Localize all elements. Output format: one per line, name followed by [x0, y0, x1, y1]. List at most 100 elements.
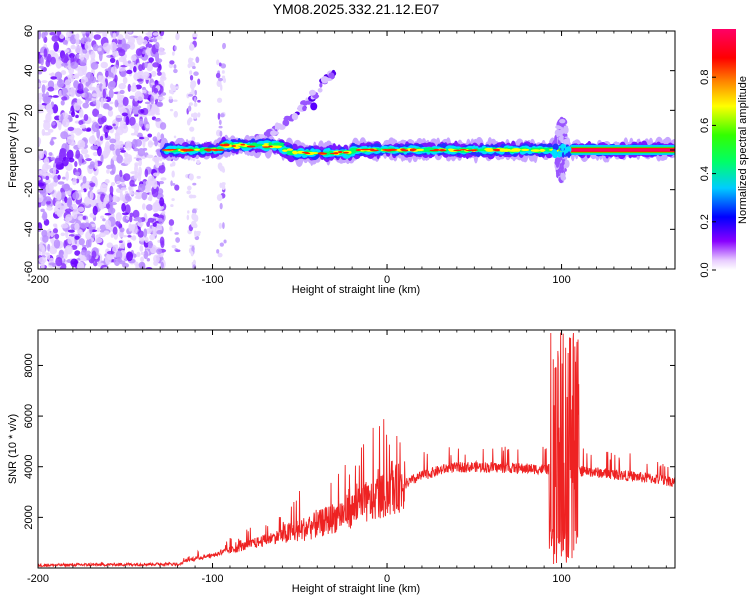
- spectrogram-noise-blob: [69, 86, 76, 98]
- spectrogram-band-blob: [183, 149, 188, 152]
- spectrogram-noise-blob: [94, 199, 100, 204]
- chart-title: YM08.2025.332.21.12.E07: [273, 1, 440, 17]
- spectrogram-noise-blob: [62, 118, 70, 128]
- spectrogram-noise-blob: [79, 222, 88, 229]
- spectrogram-noise-blob: [123, 43, 131, 50]
- spectrogram-noise-blob: [146, 221, 151, 227]
- spectrogram-noise-blob: [43, 48, 48, 58]
- spectrogram-noise-blob: [138, 159, 143, 167]
- spectrogram-noise-blob: [122, 76, 128, 85]
- spectrogram-noise-blob: [124, 193, 131, 201]
- spectrogram-noise-blob: [154, 41, 160, 50]
- spectrogram-noise-blob: [125, 140, 132, 151]
- spectrogram-noise-blob: [154, 118, 161, 122]
- spectrogram-sparse-blob: [216, 79, 222, 88]
- spectrogram-band-blob: [448, 148, 455, 152]
- spectrogram-noise-blob: [93, 140, 98, 146]
- spectrogram-noise-blob: [143, 250, 149, 260]
- spectrogram-noise-blob: [53, 239, 61, 249]
- spectrogram-noise-blob: [46, 206, 53, 211]
- spectrogram-noise-blob: [129, 179, 135, 187]
- spectrogram-noise-blob: [89, 197, 97, 208]
- spectrogram-noise-blob: [85, 239, 90, 249]
- spectrogram-noise-blob: [102, 103, 109, 109]
- spectrogram-sparse-blob: [187, 63, 191, 69]
- spectrogram-noise-blob: [115, 250, 123, 261]
- spectrogram-noise-blob: [98, 75, 106, 83]
- spectrogram-noise-blob: [131, 235, 137, 241]
- spectrogram-noise-blob: [46, 252, 51, 260]
- spectrogram-sparse-blob: [197, 78, 201, 85]
- spectrogram-noise-blob: [58, 250, 64, 260]
- spectrogram-noise-blob: [136, 35, 144, 46]
- snr-ytick-label: 4000: [23, 454, 35, 478]
- spectrogram-noise-blob: [106, 164, 114, 170]
- spectrogram-noise-blob: [114, 74, 118, 83]
- spectrogram-noise-blob: [127, 192, 135, 195]
- spectrogram-noise-blob: [102, 31, 108, 38]
- spectrogram-sparse-blob: [187, 93, 194, 97]
- spectrogram-noise-blob: [151, 188, 159, 198]
- spectrogram-noise-blob: [104, 131, 109, 139]
- spectrogram-noise-blob: [138, 136, 145, 140]
- spectrogram-noise-blob: [49, 182, 54, 192]
- spectrogram-sparse-blob: [217, 77, 224, 82]
- spectrogram-noise-blob: [109, 138, 117, 144]
- spectrogram-noise-blob: [97, 113, 103, 118]
- spectrogram-noise-blob: [92, 108, 100, 117]
- spectrogram-noise-blob: [112, 51, 120, 58]
- spectrogram-noise-blob: [40, 56, 44, 66]
- spectrogram-noise-blob: [159, 236, 165, 246]
- spectrogram-noise-blob: [42, 211, 48, 221]
- spectrogram-sparse-blob: [217, 112, 221, 120]
- spectrogram-sparse-blob: [221, 75, 226, 79]
- spectrogram-noise-blob: [116, 180, 121, 184]
- spectrogram-sparse-blob: [172, 51, 175, 56]
- spectrogram-noise-blob: [52, 104, 59, 114]
- spectrogram-band-blob: [387, 148, 398, 151]
- spectrogram-noise-blob: [42, 163, 49, 173]
- spectrogram-noise-blob: [82, 244, 87, 248]
- spectrogram-noise-blob: [60, 70, 67, 75]
- spectrogram-noise-blob: [112, 32, 117, 40]
- spectrogram-sparse-blob: [216, 194, 223, 201]
- spectrogram-noise-blob: [74, 45, 83, 54]
- spectrogram-noise-blob: [63, 248, 68, 260]
- spectrogram-noise-blob: [153, 87, 159, 94]
- spectrogram-noise-blob: [155, 160, 159, 169]
- spectrogram-band-blob: [286, 148, 293, 151]
- spectrogram-noise-blob: [84, 196, 91, 206]
- spectrogram-noise-blob: [140, 256, 145, 263]
- spectrogram-noise-blob: [135, 171, 139, 179]
- spectrogram-branch-blob: [317, 87, 323, 93]
- spectrogram-sparse-blob: [170, 204, 174, 207]
- spectrogram-noise-blob: [102, 42, 111, 51]
- spectrogram-noise-blob: [66, 135, 75, 145]
- spectrogram-sparse-blob: [218, 222, 222, 229]
- spectrogram-noise-blob: [103, 197, 107, 206]
- spectrogram-noise-blob: [38, 256, 47, 264]
- spectrogram-sparse-blob: [221, 183, 226, 191]
- spectrogram-noise-blob: [58, 154, 63, 162]
- spectrogram-noise-blob: [114, 133, 121, 142]
- spectrogram-ylabel: Frequency (Hz): [7, 112, 19, 188]
- spectrogram-xtick-label: -100: [202, 274, 224, 286]
- spectrogram-noise-blob: [117, 34, 124, 40]
- spectrogram-noise-blob: [127, 60, 132, 64]
- spectrogram-sparse-blob: [186, 214, 190, 221]
- spectrogram-noise-blob: [105, 146, 111, 156]
- spectrogram-noise-blob: [145, 204, 153, 211]
- spectrogram-sparse-blob: [170, 84, 177, 92]
- spectrogram-band-blob: [240, 143, 246, 146]
- spectrogram-noise-blob: [134, 162, 139, 167]
- spectrogram-noise-blob: [148, 57, 154, 63]
- spectrogram-noise-blob: [152, 136, 158, 142]
- spectrogram-band-blob: [439, 149, 446, 152]
- spectrogram-noise-blob: [156, 67, 161, 73]
- spectrogram-noise-blob: [108, 202, 117, 206]
- spectrogram-sparse-blob: [189, 70, 193, 75]
- spectrogram-burst-blob: [560, 127, 564, 134]
- spectrogram-sparse-blob: [189, 43, 195, 51]
- spectrogram-noise-blob: [144, 236, 149, 244]
- spectrogram-sparse-blob: [187, 185, 192, 191]
